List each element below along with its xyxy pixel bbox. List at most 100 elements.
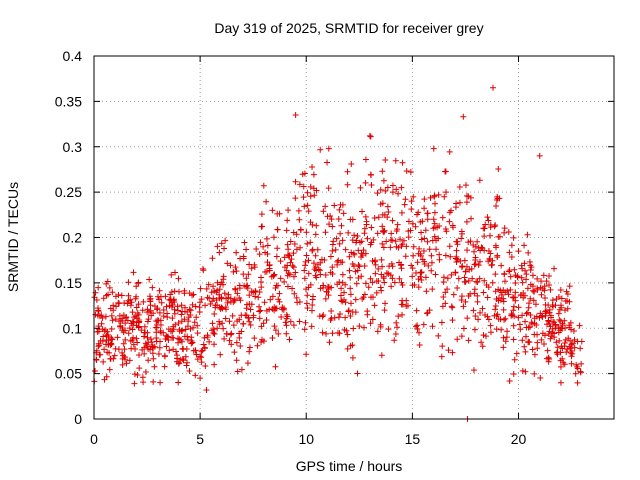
data-point <box>381 307 388 314</box>
data-point <box>372 257 379 264</box>
data-point <box>484 294 491 301</box>
data-point <box>258 284 265 291</box>
data-point <box>380 275 387 282</box>
data-point <box>248 265 255 272</box>
data-point <box>359 295 366 302</box>
data-point <box>153 306 160 313</box>
data-point <box>266 306 273 313</box>
data-point <box>308 307 315 314</box>
data-point <box>501 225 508 232</box>
data-point <box>231 297 238 304</box>
data-point <box>119 349 126 356</box>
data-point <box>454 285 461 292</box>
data-point <box>304 202 311 209</box>
data-point <box>135 311 142 318</box>
data-point <box>327 269 334 276</box>
data-point <box>339 237 346 244</box>
data-point <box>335 215 342 222</box>
data-point <box>218 304 225 311</box>
data-point <box>304 189 311 196</box>
data-point <box>281 254 288 261</box>
data-point <box>144 306 151 313</box>
data-point <box>501 229 508 236</box>
data-point <box>542 308 549 315</box>
data-point <box>460 303 467 310</box>
data-point <box>179 327 186 334</box>
data-point <box>243 246 250 253</box>
data-point <box>510 322 517 329</box>
data-point <box>285 252 292 259</box>
data-point <box>164 310 171 317</box>
data-point <box>264 259 271 266</box>
data-point <box>384 184 391 191</box>
data-point <box>380 229 387 236</box>
data-point <box>356 263 363 270</box>
data-point <box>492 288 499 295</box>
data-point <box>476 275 483 282</box>
data-point <box>440 294 447 301</box>
data-point <box>382 187 389 194</box>
data-point <box>424 216 431 223</box>
data-point <box>508 254 515 261</box>
data-point <box>283 311 290 318</box>
data-point <box>444 275 451 282</box>
y-axis-label: SRMTID / TECUs <box>5 182 21 292</box>
data-point <box>250 314 257 321</box>
data-point <box>292 178 299 185</box>
data-point <box>549 318 556 325</box>
data-point <box>232 285 239 292</box>
data-point <box>501 270 508 277</box>
data-point <box>510 307 517 314</box>
data-point <box>449 317 456 324</box>
data-point <box>303 286 310 293</box>
data-point <box>402 253 409 260</box>
data-point <box>230 268 237 275</box>
data-point <box>322 203 329 210</box>
data-point <box>418 229 425 236</box>
data-point <box>258 211 265 218</box>
data-point <box>421 235 428 242</box>
data-point <box>335 314 342 321</box>
data-point <box>319 329 326 336</box>
data-point <box>494 311 501 318</box>
data-point <box>363 221 370 228</box>
data-point <box>468 215 475 222</box>
data-point <box>269 334 276 341</box>
data-point <box>424 238 431 245</box>
data-point <box>233 249 240 256</box>
data-point <box>255 294 262 301</box>
data-point <box>369 279 376 286</box>
data-point <box>405 218 412 225</box>
data-point <box>271 271 278 278</box>
data-point <box>237 297 244 304</box>
x-tick-label: 5 <box>196 431 204 447</box>
data-point <box>452 204 459 211</box>
data-point <box>325 145 332 152</box>
data-point <box>567 349 574 356</box>
data-point <box>138 327 145 334</box>
data-point <box>172 269 179 276</box>
data-point <box>309 246 316 253</box>
data-point <box>309 164 316 171</box>
data-point <box>424 210 431 217</box>
data-point <box>476 177 483 184</box>
data-point <box>533 313 540 320</box>
data-point <box>286 336 293 343</box>
data-point <box>251 264 258 271</box>
data-point <box>331 202 338 209</box>
data-point <box>182 326 189 333</box>
data-point <box>107 355 114 362</box>
data-point <box>302 319 309 326</box>
data-point <box>431 193 438 200</box>
data-point <box>147 296 154 303</box>
data-point <box>382 157 389 164</box>
data-point <box>522 368 529 375</box>
data-point <box>203 285 210 292</box>
data-point <box>217 351 224 358</box>
data-point <box>361 225 368 232</box>
data-point <box>529 346 536 353</box>
data-point <box>147 336 154 343</box>
y-tick-label: 0.3 <box>63 139 83 155</box>
y-tick-label: 0.1 <box>63 320 83 336</box>
data-point <box>399 301 406 308</box>
